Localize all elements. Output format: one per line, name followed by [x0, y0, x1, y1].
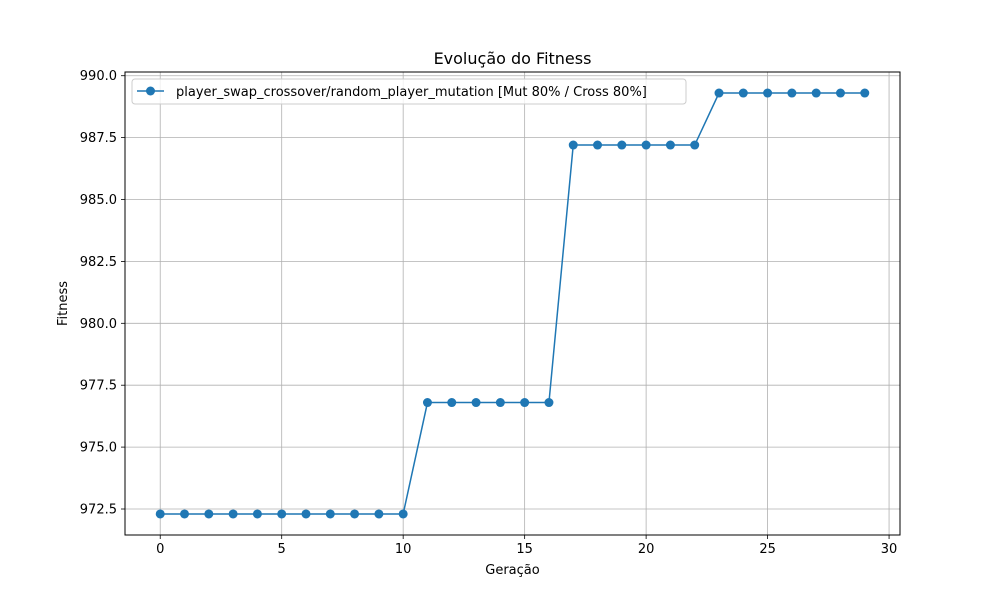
data-point-marker	[544, 398, 554, 408]
data-point-marker	[422, 398, 432, 408]
x-tick-label: 20	[638, 542, 655, 557]
x-tick-label: 10	[395, 542, 412, 557]
chart-title: Evolução do Fitness	[434, 49, 592, 68]
data-point-marker	[520, 398, 530, 408]
y-tick-label: 982.5	[80, 255, 117, 270]
data-point-marker	[641, 140, 651, 150]
data-point-marker	[180, 509, 190, 519]
data-point-marker	[714, 88, 724, 98]
x-axis-label: Geração	[485, 563, 539, 578]
data-point-marker	[690, 140, 700, 150]
x-tick-label: 15	[516, 542, 533, 557]
data-point-marker	[301, 509, 311, 519]
data-point-marker	[155, 509, 165, 519]
data-point-marker	[787, 88, 797, 98]
plot-area-frame	[124, 71, 901, 536]
data-point-marker	[398, 509, 408, 519]
data-point-marker	[277, 509, 287, 519]
y-tick-label: 990.0	[80, 69, 117, 84]
data-point-marker	[835, 88, 845, 98]
y-tick-label: 987.5	[80, 131, 117, 146]
data-point-marker	[252, 509, 262, 519]
legend-series-label: player_swap_crossover/random_player_muta…	[176, 85, 647, 100]
data-point-marker	[325, 509, 335, 519]
data-point-marker	[495, 398, 505, 408]
data-point-marker	[568, 140, 578, 150]
data-point-marker	[447, 398, 457, 408]
data-point-marker	[860, 88, 870, 98]
data-point-marker	[665, 140, 675, 150]
x-tick-label: 30	[881, 542, 898, 557]
data-point-marker	[374, 509, 384, 519]
series-layer	[155, 88, 870, 519]
legend-box	[131, 78, 687, 105]
data-point-marker	[350, 509, 360, 519]
data-point-marker	[811, 88, 821, 98]
y-tick-label: 985.0	[80, 193, 117, 208]
axis-ticks: 0 5 10 15 20 25 30 972.5 975.0 977.5 980.0 982.5 985…	[80, 69, 898, 557]
legend-series-marker	[146, 86, 155, 96]
y-tick-label: 972.5	[80, 503, 117, 518]
data-point-marker	[617, 140, 627, 150]
data-point-marker	[471, 398, 481, 408]
data-point-marker	[593, 140, 603, 150]
grid-lines	[125, 72, 900, 535]
legend: player_swap_crossover/random_player_muta…	[131, 78, 687, 105]
data-point-marker	[204, 509, 214, 519]
x-tick-label: 25	[759, 542, 776, 557]
y-axis-label: Fitness	[56, 281, 71, 326]
x-tick-label: 0	[156, 542, 164, 557]
y-tick-label: 975.0	[80, 441, 117, 456]
data-point-marker	[763, 88, 773, 98]
x-tick-label: 5	[278, 542, 286, 557]
data-point-marker	[738, 88, 748, 98]
y-tick-label: 980.0	[80, 317, 117, 332]
data-point-marker	[228, 509, 238, 519]
y-tick-label: 977.5	[80, 379, 117, 394]
